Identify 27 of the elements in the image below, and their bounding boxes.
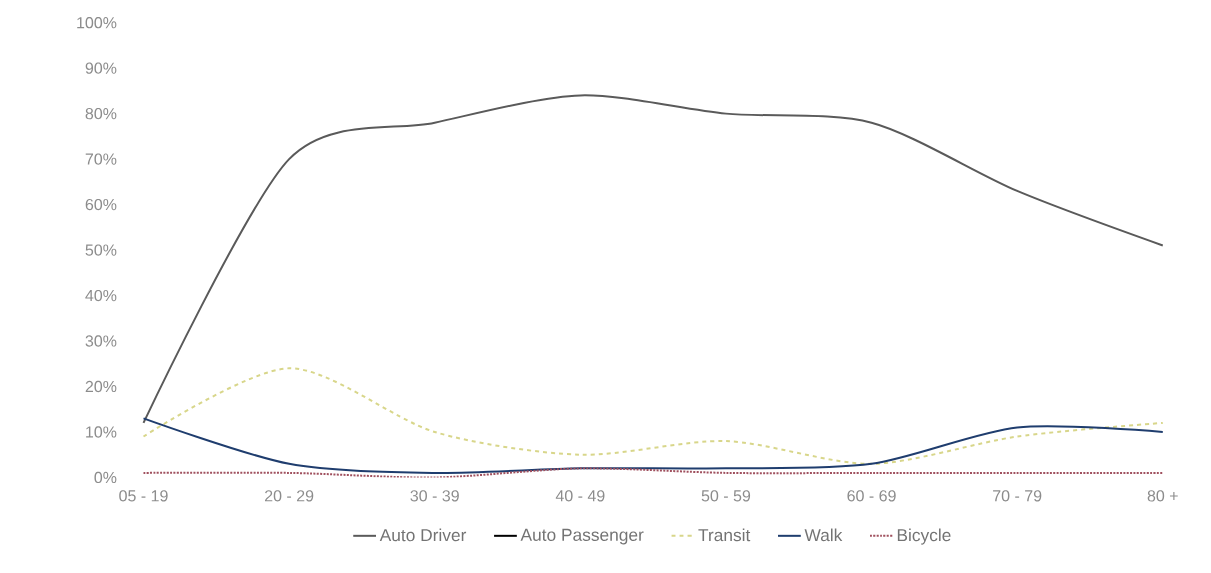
legend-label: Walk [804,528,843,542]
legend-label: Bicycle [897,528,951,545]
y-tick-label: 90% [85,62,117,74]
y-tick-label: 40% [85,289,117,301]
x-tick-label: 80 + [1147,489,1178,502]
y-tick-label: 30% [85,335,117,347]
x-tick-label: 70 - 79 [993,489,1042,502]
x-tick-label: 20 - 29 [265,489,314,502]
y-tick-label: 50% [85,244,117,256]
x-tick-label: 60 - 69 [847,489,896,502]
x-tick-label: 05 - 19 [119,489,168,502]
y-tick-label: 100% [77,16,117,29]
line-series [142,417,1164,474]
y-tick-label: 70% [85,153,117,165]
y-tick-label: 10% [86,426,117,438]
y-tick-label: 80% [85,107,117,120]
legend-label: Auto Driver [379,528,467,542]
y-tick-label: 60% [85,198,117,210]
y-tick-label: 20% [85,380,117,392]
x-tick-label: 50 - 59 [701,489,751,502]
x-tick-label: 30 - 39 [410,489,459,502]
line-series [142,367,1164,465]
legend-label: Auto Passenger [520,528,644,545]
x-tick-label: 40 - 49 [555,489,605,502]
y-tick-label: 0% [94,471,117,483]
line-series [142,94,1164,424]
legend-label: Transit [698,528,751,542]
